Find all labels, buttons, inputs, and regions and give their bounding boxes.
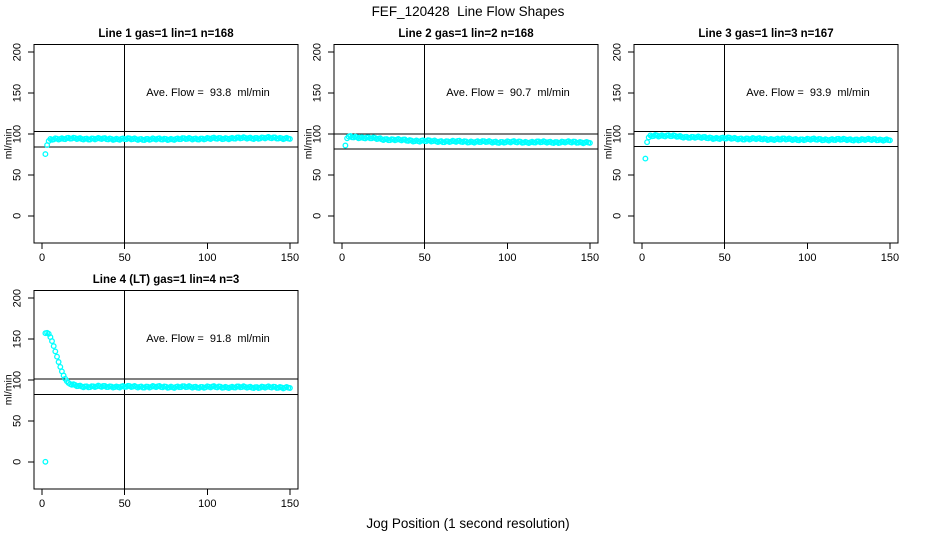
svg-text:100: 100 — [12, 371, 24, 389]
plot-box — [33, 44, 299, 244]
panel-background — [0, 268, 312, 514]
panel-title: Line 4 (LT) gas=1 lin=4 n=3 — [93, 274, 239, 286]
chart-panel-line-4: Line 4 (LT) gas=1 lin=4 n=3 0 50 100 150 0 50 1… — [0, 268, 312, 514]
outlier-point — [642, 155, 649, 162]
y-axis: 0 50 100 150 200 — [612, 43, 634, 219]
svg-text:50: 50 — [12, 415, 24, 427]
plot-box — [333, 44, 599, 244]
chart-panel-line-2: Line 2 gas=1 lin=2 n=168 0 50 100 150 0 50 100 1… — [300, 22, 612, 268]
panel-title: Line 2 gas=1 lin=2 n=168 — [398, 28, 534, 40]
svg-text:200: 200 — [312, 43, 324, 61]
panel-background — [600, 22, 912, 268]
svg-text:100: 100 — [798, 252, 816, 264]
y-axis-label: ml/min — [303, 128, 315, 159]
y-axis-label: ml/min — [3, 128, 15, 159]
x-axis: 0 50 100 150 — [39, 489, 299, 510]
data-points — [42, 134, 293, 158]
svg-text:50: 50 — [12, 169, 24, 181]
avg-flow-annotation: Ave. Flow = 93.8 ml/min — [146, 87, 270, 99]
panel-title: Line 3 gas=1 lin=3 n=167 — [698, 28, 833, 40]
svg-text:150: 150 — [281, 252, 299, 264]
svg-text:150: 150 — [581, 252, 599, 264]
svg-text:0: 0 — [312, 213, 324, 219]
svg-text:0: 0 — [12, 213, 24, 219]
chart-panel-line-1: Line 1 gas=1 lin=1 n=168 0 50 100 150 0 50 100 1… — [0, 22, 312, 268]
svg-text:100: 100 — [198, 252, 216, 264]
svg-text:0: 0 — [612, 213, 624, 219]
svg-text:100: 100 — [312, 125, 324, 143]
svg-text:150: 150 — [281, 498, 299, 510]
svg-text:150: 150 — [612, 84, 624, 102]
svg-text:150: 150 — [312, 84, 324, 102]
y-axis-label: ml/min — [603, 128, 615, 159]
panel-title: Line 1 gas=1 lin=1 n=168 — [98, 28, 234, 40]
svg-text:150: 150 — [881, 252, 899, 264]
svg-text:100: 100 — [198, 498, 216, 510]
svg-text:150: 150 — [12, 330, 24, 348]
svg-text:100: 100 — [498, 252, 516, 264]
outlier-point — [42, 458, 49, 465]
chart-line-1: Line 1 gas=1 lin=1 n=168 0 50 100 150 0 50 100 1… — [0, 22, 312, 268]
data-points — [342, 133, 593, 149]
svg-text:0: 0 — [39, 252, 45, 264]
x-axis: 0 50 100 150 — [39, 243, 299, 264]
plot-box — [633, 44, 899, 244]
svg-text:50: 50 — [312, 169, 324, 181]
chart-line-2: Line 2 gas=1 lin=2 n=168 0 50 100 150 0 50 100 1… — [300, 22, 612, 268]
chart-line-4: Line 4 (LT) gas=1 lin=4 n=3 0 50 100 150 0 50 1… — [0, 268, 312, 514]
x-axis-title: Jog Position (1 second resolution) — [366, 516, 570, 531]
svg-text:50: 50 — [119, 498, 131, 510]
panel-background — [0, 22, 312, 268]
plot-box — [33, 290, 299, 490]
figure-title: FEF_120428 Line Flow Shapes — [371, 4, 565, 19]
y-axis: 0 50 100 150 200 — [12, 289, 34, 465]
svg-text:0: 0 — [639, 252, 645, 264]
svg-text:150: 150 — [12, 84, 24, 102]
x-axis: 0 50 100 150 — [639, 243, 899, 264]
svg-text:0: 0 — [12, 459, 24, 465]
data-points — [42, 329, 293, 465]
svg-text:200: 200 — [612, 43, 624, 61]
reference-lines — [34, 44, 298, 243]
data-points — [642, 132, 893, 162]
svg-text:0: 0 — [339, 252, 345, 264]
svg-text:50: 50 — [612, 169, 624, 181]
svg-text:100: 100 — [12, 125, 24, 143]
svg-text:100: 100 — [612, 125, 624, 143]
y-axis: 0 50 100 150 200 — [312, 43, 334, 219]
avg-flow-annotation: Ave. Flow = 91.8 ml/min — [146, 333, 270, 345]
svg-text:200: 200 — [12, 289, 24, 307]
svg-text:0: 0 — [39, 498, 45, 510]
chart-panel-line-3: Line 3 gas=1 lin=3 n=167 0 50 100 150 0 50 100 1… — [600, 22, 912, 268]
reference-lines — [634, 44, 898, 243]
y-axis-label: ml/min — [3, 374, 15, 405]
svg-text:50: 50 — [419, 252, 431, 264]
chart-line-3: Line 3 gas=1 lin=3 n=167 0 50 100 150 0 50 100 1… — [600, 22, 912, 268]
avg-flow-annotation: Ave. Flow = 93.9 ml/min — [746, 87, 870, 99]
svg-text:50: 50 — [719, 252, 731, 264]
svg-text:200: 200 — [12, 43, 24, 61]
avg-flow-annotation: Ave. Flow = 90.7 ml/min — [446, 87, 570, 99]
y-axis: 0 50 100 150 200 — [12, 43, 34, 219]
svg-text:50: 50 — [119, 252, 131, 264]
x-axis: 0 50 100 150 — [339, 243, 599, 264]
